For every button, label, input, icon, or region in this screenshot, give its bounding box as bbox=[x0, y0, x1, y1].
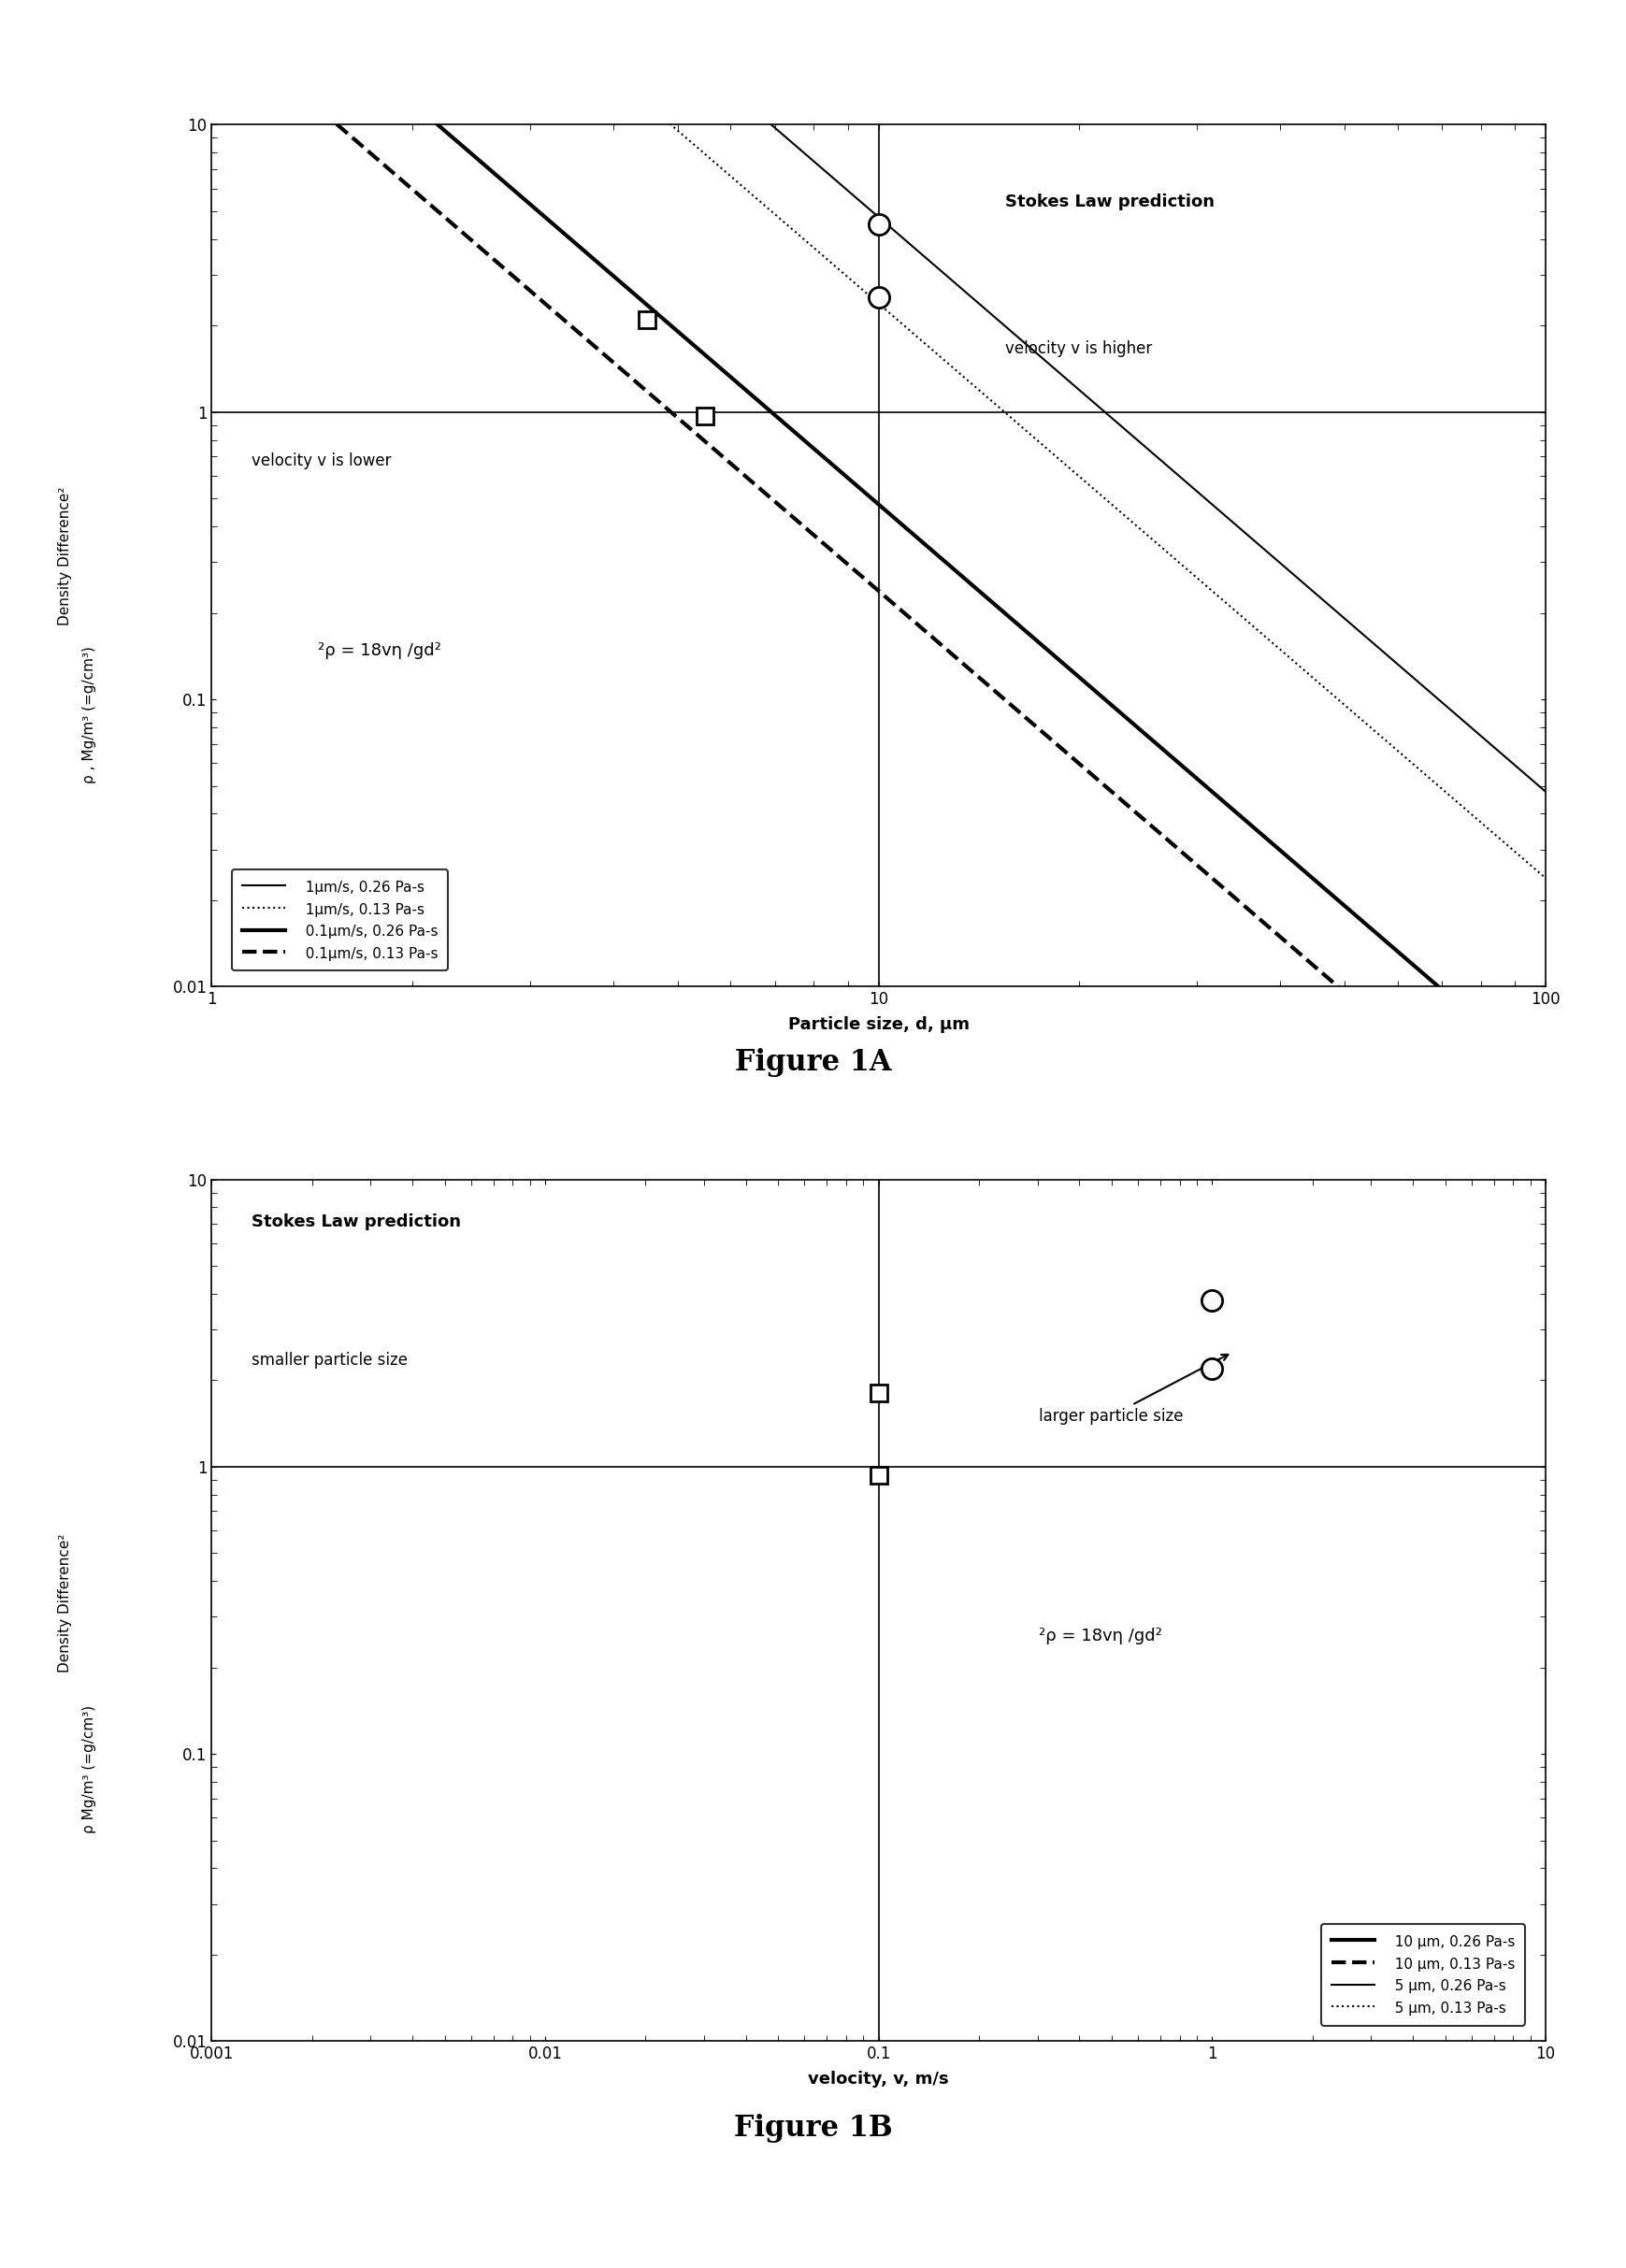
Text: ²ρ = 18vη /gd²: ²ρ = 18vη /gd² bbox=[319, 642, 441, 658]
Legend:   10 μm, 0.26 Pa-s,   10 μm, 0.13 Pa-s,   5 μm, 0.26 Pa-s,   5 μm, 0.13 Pa-s: 10 μm, 0.26 Pa-s, 10 μm, 0.13 Pa-s, 5 μm… bbox=[1320, 1923, 1524, 2025]
Text: velocity v is lower: velocity v is lower bbox=[252, 451, 392, 469]
Text: Figure 1B: Figure 1B bbox=[733, 2114, 893, 2143]
X-axis label: velocity, v, m/s: velocity, v, m/s bbox=[808, 2071, 948, 2087]
Text: larger particle size: larger particle size bbox=[1037, 1354, 1228, 1424]
Text: ρ , Mg/m³ (=g/cm³): ρ , Mg/m³ (=g/cm³) bbox=[83, 646, 96, 782]
Text: Figure 1A: Figure 1A bbox=[735, 1048, 891, 1077]
Text: Stokes Law prediction: Stokes Law prediction bbox=[252, 1213, 460, 1232]
Text: Density Difference²: Density Difference² bbox=[59, 1533, 72, 1674]
Text: Stokes Law prediction: Stokes Law prediction bbox=[1005, 193, 1215, 211]
Text: smaller particle size: smaller particle size bbox=[252, 1352, 408, 1368]
Text: ²ρ = 18vη /gd²: ²ρ = 18vη /gd² bbox=[1037, 1628, 1161, 1644]
Text: Density Difference²: Density Difference² bbox=[59, 485, 72, 626]
Text: velocity v is higher: velocity v is higher bbox=[1005, 340, 1151, 356]
Text: ρ Mg/m³ (=g/cm³): ρ Mg/m³ (=g/cm³) bbox=[83, 1706, 96, 1833]
Legend:   1μm/s, 0.26 Pa-s,   1μm/s, 0.13 Pa-s,   0.1μm/s, 0.26 Pa-s,   0.1μm/s, 0.13 Pa: 1μm/s, 0.26 Pa-s, 1μm/s, 0.13 Pa-s, 0.1μ… bbox=[233, 869, 447, 971]
X-axis label: Particle size, d, μm: Particle size, d, μm bbox=[787, 1016, 969, 1032]
